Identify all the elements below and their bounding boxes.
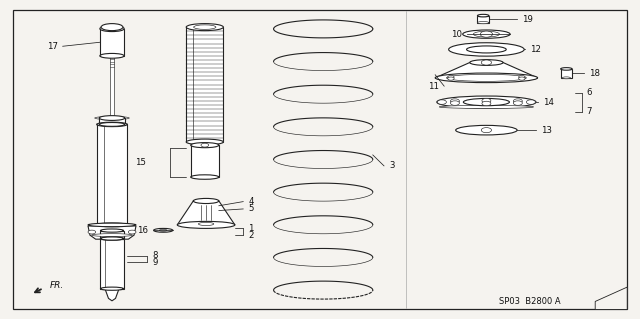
Bar (97, 124, 127, 225)
Ellipse shape (439, 105, 534, 108)
Circle shape (128, 230, 136, 234)
Circle shape (518, 76, 525, 79)
Polygon shape (435, 63, 538, 78)
Bar (110, 56, 114, 123)
Ellipse shape (186, 24, 223, 31)
Text: 14: 14 (543, 98, 554, 107)
Ellipse shape (474, 31, 499, 37)
Circle shape (482, 101, 491, 106)
Ellipse shape (198, 222, 214, 226)
Polygon shape (595, 287, 627, 309)
Ellipse shape (97, 223, 127, 227)
Text: 3: 3 (389, 161, 395, 170)
Text: 6: 6 (586, 88, 592, 97)
Text: 12: 12 (530, 45, 541, 54)
Circle shape (526, 100, 535, 104)
Ellipse shape (100, 54, 124, 58)
Circle shape (480, 31, 493, 37)
Bar (191, 145, 219, 177)
Bar (477, 16, 489, 23)
Circle shape (481, 128, 492, 133)
Text: 11: 11 (428, 82, 439, 91)
Text: 19: 19 (522, 15, 533, 24)
Ellipse shape (470, 60, 503, 65)
Ellipse shape (191, 175, 219, 179)
Text: 4: 4 (248, 197, 254, 206)
Ellipse shape (100, 287, 124, 290)
Ellipse shape (154, 228, 173, 232)
Ellipse shape (186, 139, 223, 145)
Ellipse shape (477, 22, 489, 24)
Circle shape (448, 77, 454, 80)
Ellipse shape (435, 73, 538, 83)
Ellipse shape (463, 99, 509, 106)
Text: 7: 7 (586, 107, 592, 116)
Ellipse shape (88, 223, 136, 227)
Ellipse shape (467, 46, 506, 53)
Ellipse shape (100, 26, 124, 32)
Text: 17: 17 (47, 42, 58, 51)
Circle shape (451, 99, 460, 103)
Ellipse shape (97, 122, 127, 127)
Polygon shape (88, 226, 136, 239)
Text: 13: 13 (541, 126, 552, 135)
Bar (186, 27, 223, 142)
Ellipse shape (99, 122, 125, 126)
Ellipse shape (563, 77, 570, 79)
Text: FR.: FR. (50, 281, 64, 290)
Ellipse shape (159, 229, 167, 231)
Bar (561, 69, 572, 78)
Circle shape (88, 230, 96, 234)
Circle shape (513, 99, 522, 103)
Text: SP03  B2800 A: SP03 B2800 A (499, 297, 561, 306)
Ellipse shape (99, 116, 125, 121)
Bar (99, 118, 125, 124)
Polygon shape (105, 289, 119, 301)
Ellipse shape (449, 43, 524, 56)
Circle shape (518, 77, 525, 80)
Text: 5: 5 (248, 204, 254, 213)
Text: 8: 8 (152, 251, 158, 260)
Ellipse shape (100, 237, 124, 240)
Text: 18: 18 (589, 69, 600, 78)
Bar (100, 231, 124, 239)
Ellipse shape (95, 116, 129, 120)
Ellipse shape (477, 14, 489, 17)
Ellipse shape (456, 125, 517, 135)
Bar (100, 239, 124, 289)
Circle shape (201, 143, 209, 147)
Ellipse shape (100, 229, 124, 232)
Text: 16: 16 (138, 226, 148, 235)
Text: 9: 9 (152, 258, 157, 267)
Text: 15: 15 (135, 158, 146, 167)
Ellipse shape (100, 237, 124, 240)
Polygon shape (177, 201, 235, 225)
Bar (100, 29, 124, 56)
Text: 1: 1 (248, 224, 254, 233)
Circle shape (438, 100, 447, 104)
Circle shape (481, 60, 492, 65)
Circle shape (448, 76, 454, 79)
Polygon shape (13, 10, 627, 309)
Ellipse shape (447, 74, 526, 81)
Ellipse shape (194, 25, 216, 29)
Ellipse shape (177, 221, 235, 228)
Circle shape (451, 101, 460, 105)
Text: 2: 2 (248, 231, 254, 240)
Ellipse shape (561, 68, 572, 70)
Ellipse shape (191, 143, 219, 148)
Ellipse shape (463, 30, 510, 38)
Ellipse shape (193, 198, 219, 204)
Ellipse shape (101, 24, 123, 31)
Ellipse shape (92, 234, 132, 236)
Text: 10: 10 (451, 30, 462, 39)
Circle shape (513, 101, 522, 105)
Ellipse shape (436, 96, 536, 108)
Circle shape (482, 99, 491, 103)
